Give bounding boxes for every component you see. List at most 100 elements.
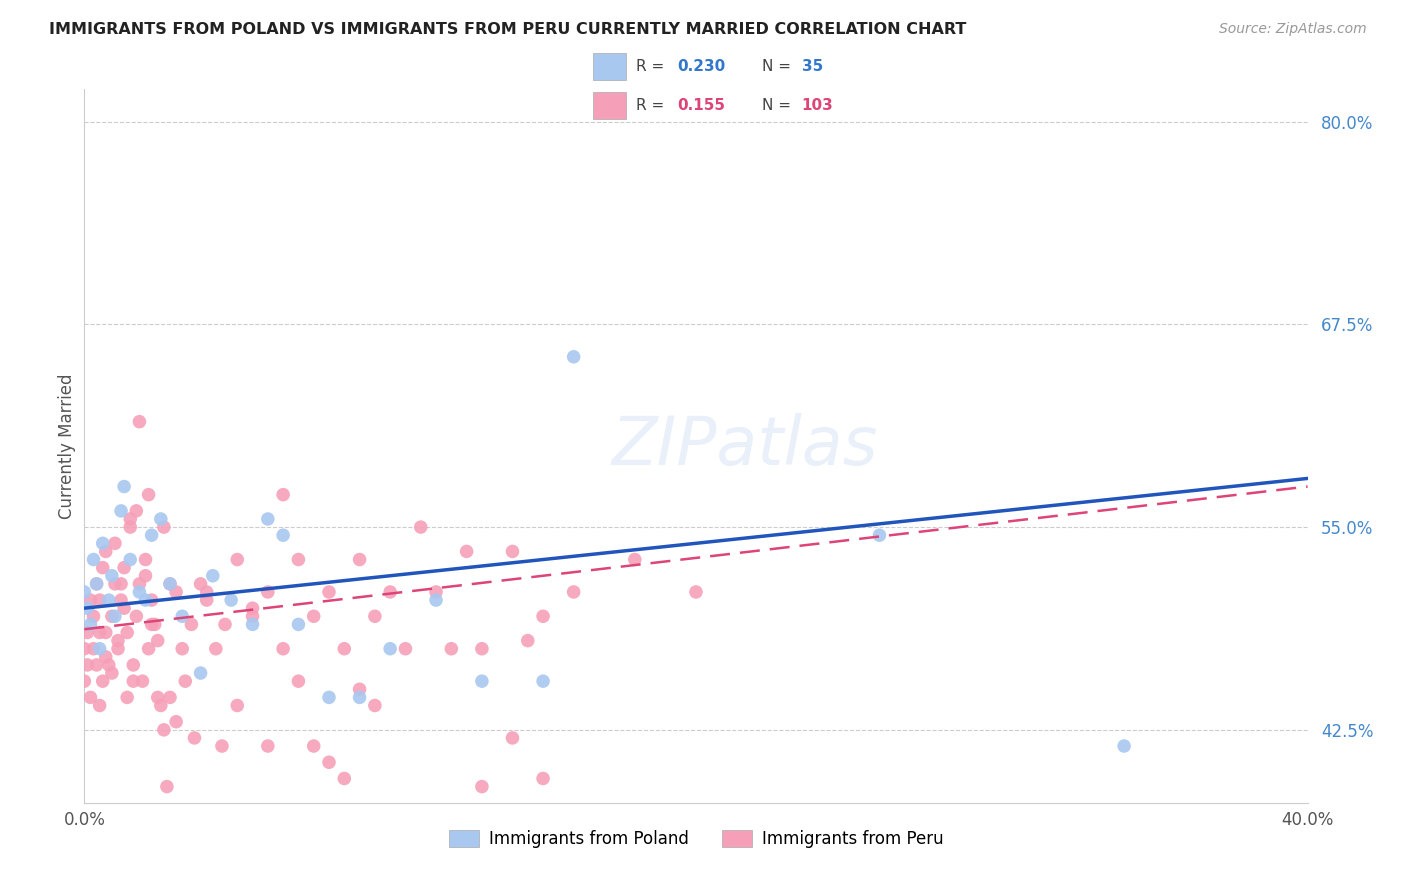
Point bbox=[141, 528, 163, 542]
Point bbox=[349, 682, 371, 697]
Point bbox=[531, 674, 554, 689]
Point bbox=[242, 617, 264, 632]
Point bbox=[146, 633, 169, 648]
Point bbox=[146, 690, 169, 705]
Point bbox=[180, 617, 202, 632]
Point bbox=[135, 593, 157, 607]
Point bbox=[318, 756, 340, 770]
Point bbox=[562, 350, 585, 364]
Text: N =: N = bbox=[762, 59, 796, 74]
Point bbox=[73, 641, 96, 656]
Point bbox=[76, 657, 98, 672]
Point bbox=[112, 601, 135, 615]
Point bbox=[97, 657, 120, 672]
Point bbox=[364, 609, 387, 624]
Point bbox=[73, 585, 96, 599]
Point bbox=[104, 609, 127, 624]
Point bbox=[115, 690, 138, 705]
Point bbox=[89, 593, 111, 607]
Point bbox=[502, 731, 524, 745]
Point bbox=[128, 585, 150, 599]
Point bbox=[79, 690, 101, 705]
Point bbox=[226, 698, 249, 713]
Point bbox=[257, 739, 280, 753]
Text: ZIPatlas: ZIPatlas bbox=[612, 413, 879, 479]
Point bbox=[302, 609, 325, 624]
Point bbox=[115, 625, 138, 640]
Point bbox=[165, 585, 187, 599]
Point bbox=[302, 739, 325, 753]
Point bbox=[226, 552, 249, 566]
Point bbox=[349, 690, 371, 705]
Point bbox=[107, 641, 129, 656]
Point bbox=[91, 560, 114, 574]
Point bbox=[471, 780, 494, 794]
Point bbox=[86, 657, 108, 672]
Point bbox=[110, 504, 132, 518]
Point bbox=[89, 641, 111, 656]
Point bbox=[380, 641, 402, 656]
Point bbox=[110, 577, 132, 591]
Point bbox=[149, 698, 172, 713]
Point bbox=[205, 641, 228, 656]
Point bbox=[143, 617, 166, 632]
Point bbox=[456, 544, 478, 558]
Text: R =: R = bbox=[637, 59, 669, 74]
Legend: Immigrants from Poland, Immigrants from Peru: Immigrants from Poland, Immigrants from … bbox=[441, 823, 950, 855]
Text: 0.230: 0.230 bbox=[678, 59, 725, 74]
Point bbox=[172, 609, 194, 624]
Point bbox=[425, 585, 447, 599]
Point bbox=[104, 577, 127, 591]
Point bbox=[110, 593, 132, 607]
Point bbox=[91, 536, 114, 550]
Point bbox=[471, 674, 494, 689]
FancyBboxPatch shape bbox=[593, 92, 627, 120]
Point bbox=[89, 698, 111, 713]
Point bbox=[531, 609, 554, 624]
Point bbox=[159, 690, 181, 705]
Point bbox=[471, 641, 494, 656]
Text: N =: N = bbox=[762, 98, 796, 113]
Point bbox=[159, 577, 181, 591]
Point bbox=[120, 512, 142, 526]
Point bbox=[79, 593, 101, 607]
Point bbox=[159, 577, 181, 591]
Point bbox=[97, 593, 120, 607]
Point bbox=[112, 479, 135, 493]
Point bbox=[101, 568, 124, 582]
Point bbox=[76, 601, 98, 615]
Text: Source: ZipAtlas.com: Source: ZipAtlas.com bbox=[1219, 22, 1367, 37]
Point bbox=[107, 633, 129, 648]
Point bbox=[135, 568, 157, 582]
Y-axis label: Currently Married: Currently Married bbox=[58, 373, 76, 519]
Point bbox=[271, 488, 294, 502]
Point bbox=[89, 625, 111, 640]
Point bbox=[349, 552, 371, 566]
Text: R =: R = bbox=[637, 98, 669, 113]
Point bbox=[195, 585, 218, 599]
Point bbox=[271, 641, 294, 656]
Point bbox=[219, 593, 242, 607]
Point bbox=[211, 739, 233, 753]
Point bbox=[394, 641, 416, 656]
Point bbox=[131, 674, 153, 689]
Point bbox=[79, 617, 101, 632]
Point bbox=[869, 528, 891, 542]
Point bbox=[440, 641, 463, 656]
Point bbox=[153, 520, 176, 534]
Point bbox=[287, 617, 309, 632]
Point bbox=[104, 536, 127, 550]
Point bbox=[287, 674, 309, 689]
Point bbox=[562, 585, 585, 599]
Point bbox=[409, 520, 432, 534]
Point bbox=[214, 617, 236, 632]
Point bbox=[94, 544, 117, 558]
Point bbox=[201, 568, 224, 582]
Point bbox=[318, 585, 340, 599]
Point bbox=[531, 772, 554, 786]
Point bbox=[86, 577, 108, 591]
Point bbox=[380, 585, 402, 599]
Point bbox=[195, 593, 218, 607]
Text: 0.155: 0.155 bbox=[678, 98, 725, 113]
Point bbox=[120, 520, 142, 534]
